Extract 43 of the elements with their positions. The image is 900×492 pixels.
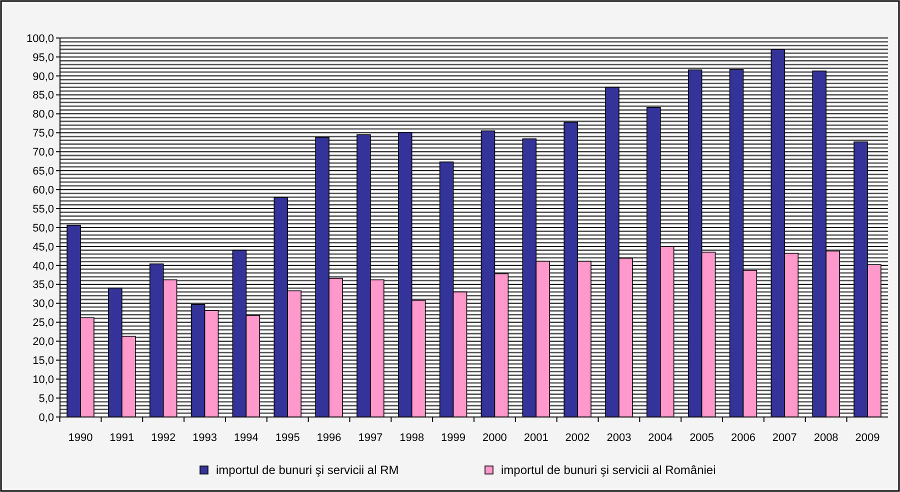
y-tick-label: 85,0 xyxy=(32,90,54,102)
x-tick-label: 2004 xyxy=(648,432,673,444)
x-tick-label: 2001 xyxy=(524,432,548,444)
y-tick-label: 60,0 xyxy=(32,184,54,196)
y-tick-label: 90,0 xyxy=(32,70,54,83)
y-tick-label: 45,0 xyxy=(32,241,54,254)
y-tick-label: 100,0 xyxy=(26,32,54,45)
x-tick-label: 2003 xyxy=(606,432,632,444)
x-tick-label: 1994 xyxy=(234,432,258,444)
y-tick-label: 95,0 xyxy=(32,52,54,64)
x-tick-label: 2007 xyxy=(772,432,797,444)
y-tick-label: 40,0 xyxy=(32,260,54,272)
y-tick-label: 5,0 xyxy=(38,392,54,405)
x-tick-label: 2009 xyxy=(855,432,880,444)
x-tick-label: 1992 xyxy=(151,432,176,444)
y-tick-label: 30,0 xyxy=(32,298,54,310)
y-tick-label: 55,0 xyxy=(32,203,54,216)
x-tick-label: 1997 xyxy=(358,432,383,444)
x-tick-label: 1998 xyxy=(400,432,424,444)
x-tick-label: 1993 xyxy=(192,432,218,444)
y-tick-label: 75,0 xyxy=(32,128,54,140)
x-tick-label: 2000 xyxy=(482,432,507,444)
y-tick-label: 80,0 xyxy=(32,108,54,121)
y-tick-label: 50,0 xyxy=(32,222,54,234)
y-tick-label: 35,0 xyxy=(32,279,54,292)
x-tick-label: 2002 xyxy=(565,432,590,444)
y-tick-label: 70,0 xyxy=(32,146,54,159)
legend-label: importul de bunuri şi servicii al RM xyxy=(216,463,399,477)
y-tick-label: 25,0 xyxy=(32,317,54,330)
x-tick-label: 1996 xyxy=(316,432,342,444)
y-tick-label: 20,0 xyxy=(32,336,54,348)
x-tick-label: 1990 xyxy=(68,432,93,444)
x-tick-label: 2008 xyxy=(814,432,838,444)
x-tick-label: 2005 xyxy=(690,432,714,444)
x-tick-label: 1995 xyxy=(275,432,300,444)
x-tick-label: 1991 xyxy=(110,432,134,444)
x-tick-label: 2006 xyxy=(730,432,756,444)
y-tick-label: 65,0 xyxy=(32,166,54,178)
y-tick-label: 10,0 xyxy=(32,374,54,386)
y-tick-label: 15,0 xyxy=(32,355,54,367)
y-tick-label: 0,0 xyxy=(38,412,54,424)
legend-label: importul de bunuri şi servicii al României xyxy=(501,463,716,477)
x-tick-label: 1999 xyxy=(441,432,466,444)
